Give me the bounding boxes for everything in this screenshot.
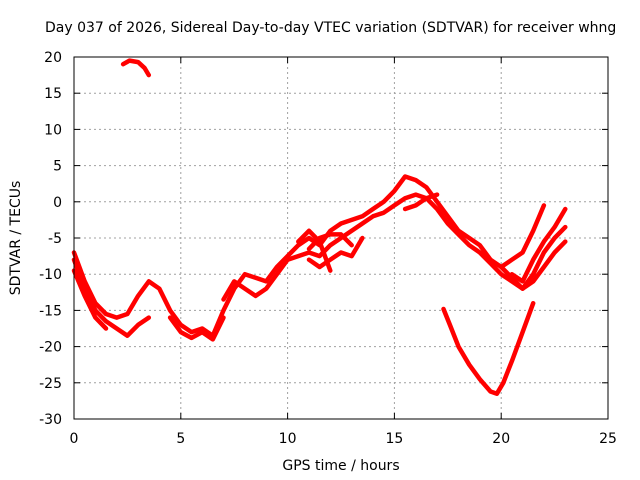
series-line-trace-11: [509, 206, 568, 284]
y-tick-label: 5: [53, 159, 62, 175]
y-tick-label: 0: [53, 195, 62, 211]
chart-title: Day 037 of 2026, Sidereal Day-to-day VTE…: [45, 20, 616, 36]
x-axis-label: GPS time / hours: [282, 458, 399, 474]
x-tick-label: 5: [176, 431, 185, 447]
x-tick-label: 0: [70, 431, 79, 447]
y-tick-label: 20: [44, 50, 62, 66]
plot-frame: [73, 56, 609, 420]
series-line-trace-10: [498, 203, 547, 270]
series-group: [71, 58, 568, 396]
y-tick-labels: -30 -25 -20 -15 -10 -5 0 5 10 15 20: [39, 50, 62, 428]
y-axis-label: SDTVAR / TECUs: [8, 181, 24, 296]
series-line-trace-9: [402, 192, 440, 212]
y-tick-label: 10: [44, 122, 62, 138]
y-tick-label: -25: [39, 376, 62, 392]
series-line-trace-12: [441, 300, 536, 396]
x-tick-label: 10: [279, 431, 297, 447]
series-line-trace-6: [306, 235, 365, 270]
x-tick-label: 25: [599, 431, 617, 447]
series-line-trace-13: [120, 58, 152, 78]
x-tick-labels: 0 5 10 15 20 25: [70, 431, 617, 447]
series-line-trace-8: [296, 228, 333, 273]
y-tick-label: -15: [39, 303, 62, 319]
x-tick-label: 20: [492, 431, 510, 447]
y-tick-label: -20: [39, 340, 62, 356]
y-tick-label: -10: [39, 267, 62, 283]
y-tick-label: -5: [48, 231, 62, 247]
series-line-trace-5: [221, 192, 568, 302]
series-line-trace-2: [71, 257, 152, 338]
y-tick-label: 15: [44, 86, 62, 102]
series-line-trace-7: [306, 232, 354, 252]
y-tick-label: -30: [39, 412, 62, 428]
series-line-trace-3: [71, 268, 109, 331]
series-line-trace-4: [167, 315, 226, 342]
x-tick-label: 15: [385, 431, 403, 447]
